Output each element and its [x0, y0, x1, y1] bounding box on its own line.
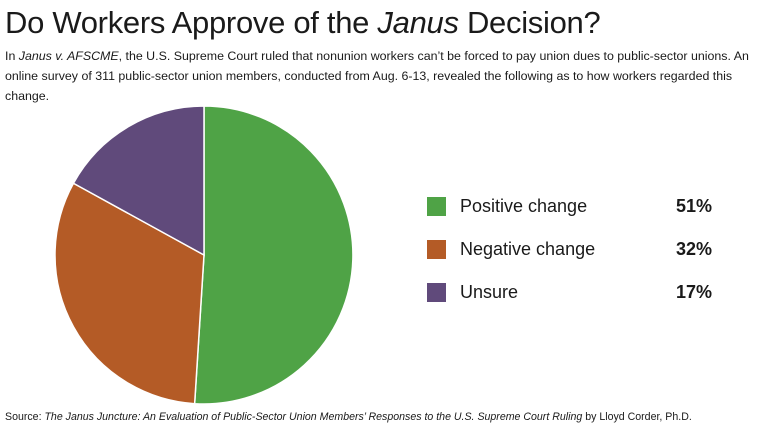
title-suffix: Decision?: [458, 5, 601, 40]
pie-slice-negative-change: [54, 182, 205, 405]
intro-case-name: Janus v. AFSCME: [18, 49, 119, 63]
chart-title: Do Workers Approve of the Janus Decision…: [5, 4, 601, 42]
source-label: Source:: [5, 411, 45, 423]
legend-swatch: [427, 283, 446, 302]
legend-label: Unsure: [460, 282, 519, 302]
legend-label: Negative change: [460, 239, 596, 259]
source-author: by Lloyd Corder, Ph.D.: [582, 411, 692, 423]
legend-label: Positive change: [460, 196, 588, 216]
legend-value: 51%: [675, 196, 712, 216]
legend-item-positive-change: Positive change 51%: [427, 192, 712, 221]
title-prefix: Do Workers Approve of the: [5, 5, 378, 40]
intro-text: , the U.S. Supreme Court ruled that nonu…: [5, 49, 749, 103]
legend: Positive change 51% Negative change 32% Unsu…: [427, 192, 712, 321]
legend-swatch: [427, 197, 446, 216]
intro-line-start: In: [5, 49, 19, 63]
legend-item-negative-change: Negative change 32%: [427, 235, 712, 264]
legend-value: 32%: [675, 239, 712, 259]
chart-description: In Janus v. AFSCME, the U.S. Supreme Cou…: [5, 46, 750, 106]
legend-value: 17%: [675, 282, 712, 302]
pie-slice-unsure: [72, 105, 205, 257]
pie-slice-positive-change: [193, 105, 354, 405]
source-title: The Janus Juncture: An Evaluation of Pub…: [44, 411, 583, 423]
legend-swatch: [427, 240, 446, 259]
legend-item-unsure: Unsure 17%: [427, 278, 712, 307]
title-italic: Janus: [377, 5, 459, 40]
source-note: Source: The Janus Juncture: An Evaluatio…: [5, 409, 765, 425]
